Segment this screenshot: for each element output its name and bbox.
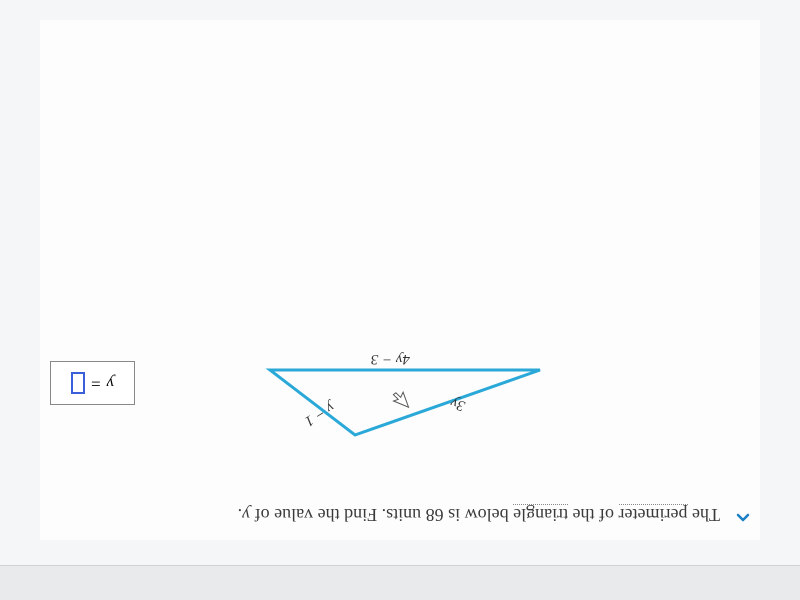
content-area	[40, 20, 760, 540]
answer-var: y	[107, 373, 115, 393]
term-triangle[interactable]: triangle	[513, 504, 568, 525]
answer-box: y =	[50, 361, 135, 405]
label-side-4y-3: 4y − 3	[371, 350, 410, 367]
q-text-1: The	[688, 505, 720, 525]
term-perimeter[interactable]: perimeter	[619, 504, 688, 525]
q-text-2: of the	[568, 505, 618, 525]
q-text-4: .	[238, 505, 243, 525]
answer-input[interactable]	[71, 372, 85, 394]
q-text-3: below is 68 units. Find the value of	[250, 505, 513, 525]
browser-top-bar	[0, 565, 800, 600]
q-var: y	[242, 505, 250, 525]
collapse-chevron-icon[interactable]	[734, 502, 752, 528]
question-text: The perimeter of the triangle below is 6…	[238, 504, 720, 525]
answer-equals: =	[91, 373, 101, 393]
